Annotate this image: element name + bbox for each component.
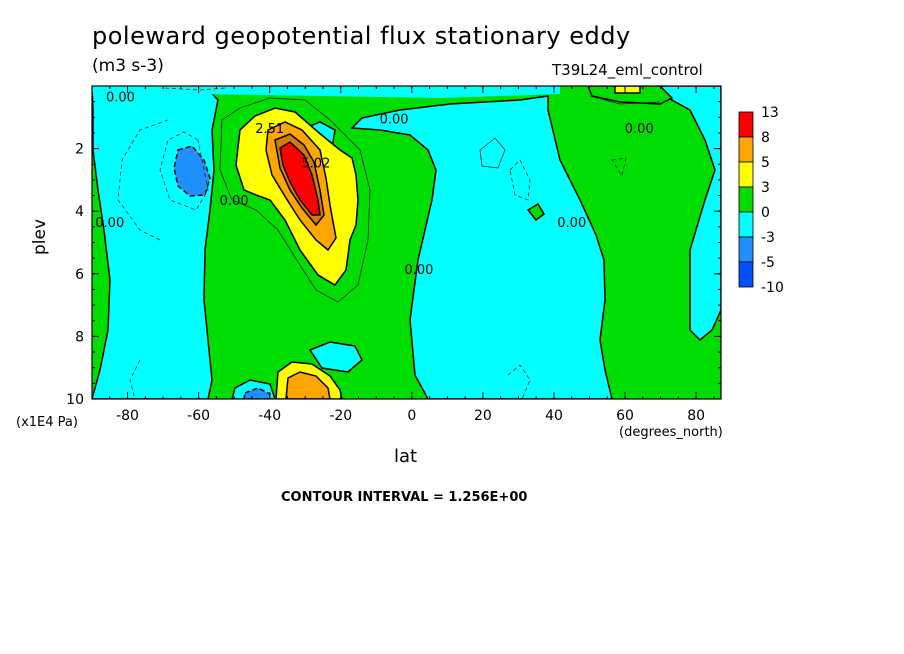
run-name: T39L24_eml_control bbox=[552, 61, 703, 79]
contour-interval-note: CONTOUR INTERVAL = 1.256E+00 bbox=[281, 490, 528, 505]
y-tick-label: 2 bbox=[75, 142, 84, 158]
x-tick-label: -40 bbox=[258, 408, 281, 424]
contour-labels: 0.00 2.51 0.00 0.00 5.02 0.00 0.00 0.00 0.00 bbox=[95, 91, 653, 278]
contour-label: 5.02 bbox=[301, 156, 330, 171]
x-tick-label: 60 bbox=[616, 408, 634, 424]
region-negative-small-2 bbox=[308, 341, 363, 373]
colorbar-swatch bbox=[738, 261, 754, 288]
x-tick-label: -80 bbox=[116, 408, 139, 424]
x-axis-units: (degrees_north) bbox=[619, 425, 723, 440]
x-tick-label: 80 bbox=[687, 408, 705, 424]
x-tick-label: -20 bbox=[329, 408, 352, 424]
y-axis-units: (x1E4 Pa) bbox=[16, 415, 78, 430]
colorbar: 13 8 5 3 0 -3 -5 -10 bbox=[738, 105, 784, 296]
contour-label: 0.00 bbox=[625, 122, 654, 137]
region-negative-sh-high-lat bbox=[92, 86, 219, 399]
contour-label: 0.00 bbox=[380, 113, 409, 128]
colorbar-label: 3 bbox=[761, 180, 770, 196]
colorbar-label: -5 bbox=[761, 255, 775, 271]
contour-label: 0.00 bbox=[106, 91, 135, 106]
region-positive-surface-orange bbox=[285, 371, 331, 399]
region-negative-nh-mid bbox=[350, 95, 613, 399]
x-tick-label: 20 bbox=[474, 408, 492, 424]
contour-label: 0.00 bbox=[220, 194, 249, 209]
region-negative-nh-high bbox=[659, 86, 721, 342]
colorbar-swatch bbox=[738, 161, 754, 188]
colorbar-label: 8 bbox=[761, 130, 770, 146]
x-tick-label: 40 bbox=[545, 408, 563, 424]
x-tick-label: 0 bbox=[407, 408, 416, 424]
colorbar-label: -3 bbox=[761, 230, 775, 246]
region-positive-top-yellow bbox=[614, 86, 641, 94]
colorbar-swatch bbox=[738, 136, 754, 163]
region-positive-island-2 bbox=[587, 86, 674, 105]
axes: -80 -60 -40 -20 0 20 40 60 80 2 4 6 8 10 bbox=[66, 86, 721, 424]
colorbar-label: -10 bbox=[761, 280, 784, 296]
contour-label: 0.00 bbox=[95, 216, 124, 231]
colorbar-label: 0 bbox=[761, 205, 770, 221]
chart-title: poleward geopotential flux stationary ed… bbox=[92, 22, 631, 50]
contour-label: 0.00 bbox=[404, 263, 433, 278]
region-negative-core-south bbox=[243, 387, 271, 399]
region-positive-island-1 bbox=[526, 202, 545, 222]
contour-label: 0.00 bbox=[557, 216, 586, 231]
colorbar-swatch bbox=[738, 236, 754, 263]
region-negative-core bbox=[173, 145, 211, 197]
colorbar-label: 5 bbox=[761, 155, 770, 171]
colorbar-swatch bbox=[738, 186, 754, 213]
x-axis-label: lat bbox=[394, 446, 418, 467]
colorbar-swatch bbox=[738, 211, 754, 238]
chart-units: (m3 s-3) bbox=[92, 56, 164, 76]
region-positive-red bbox=[279, 141, 321, 216]
y-tick-label: 10 bbox=[66, 392, 84, 408]
y-tick-label: 8 bbox=[75, 329, 84, 345]
colorbar-swatch bbox=[738, 111, 754, 138]
y-tick-label: 6 bbox=[75, 267, 84, 283]
contour-label: 2.51 bbox=[255, 122, 284, 137]
colorbar-label: 13 bbox=[761, 105, 779, 121]
x-tick-label: -60 bbox=[187, 408, 210, 424]
y-tick-label: 4 bbox=[75, 204, 84, 220]
